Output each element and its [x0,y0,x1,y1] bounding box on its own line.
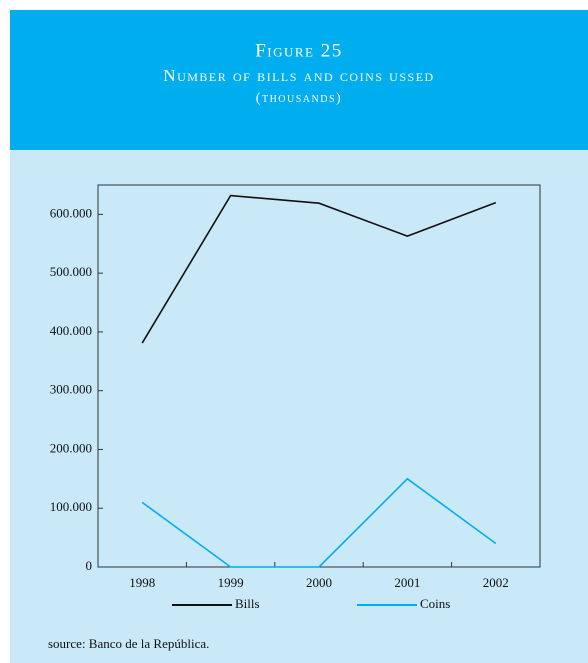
y-tick-label: 400.000 [50,323,92,338]
y-tick-label: 300.000 [50,382,92,397]
chart-units: (thousands) [256,91,342,106]
header-band [10,10,588,150]
series-line [141,194,497,344]
legend-label: Bills [235,596,260,611]
x-tick-label: 2001 [394,575,420,590]
y-tick-label: 100.000 [50,499,92,514]
series-line [141,477,497,568]
y-tick-label: 0 [86,558,93,573]
y-tick-label: 200.000 [50,440,92,455]
y-tick-label: 600.000 [50,205,92,220]
x-tick-label: 1998 [129,575,155,590]
chart-panel [10,150,588,663]
chart-title: Figure 25 [255,40,343,61]
chart-subtitle: Number of bills and coins ussed [163,66,434,85]
x-tick-label: 2000 [306,575,332,590]
y-tick-label: 500.000 [50,264,92,279]
x-tick-label: 1999 [218,575,244,590]
source-note: source: Banco de la República. [48,636,209,651]
legend-label: Coins [420,596,450,611]
x-tick-label: 2002 [483,575,509,590]
